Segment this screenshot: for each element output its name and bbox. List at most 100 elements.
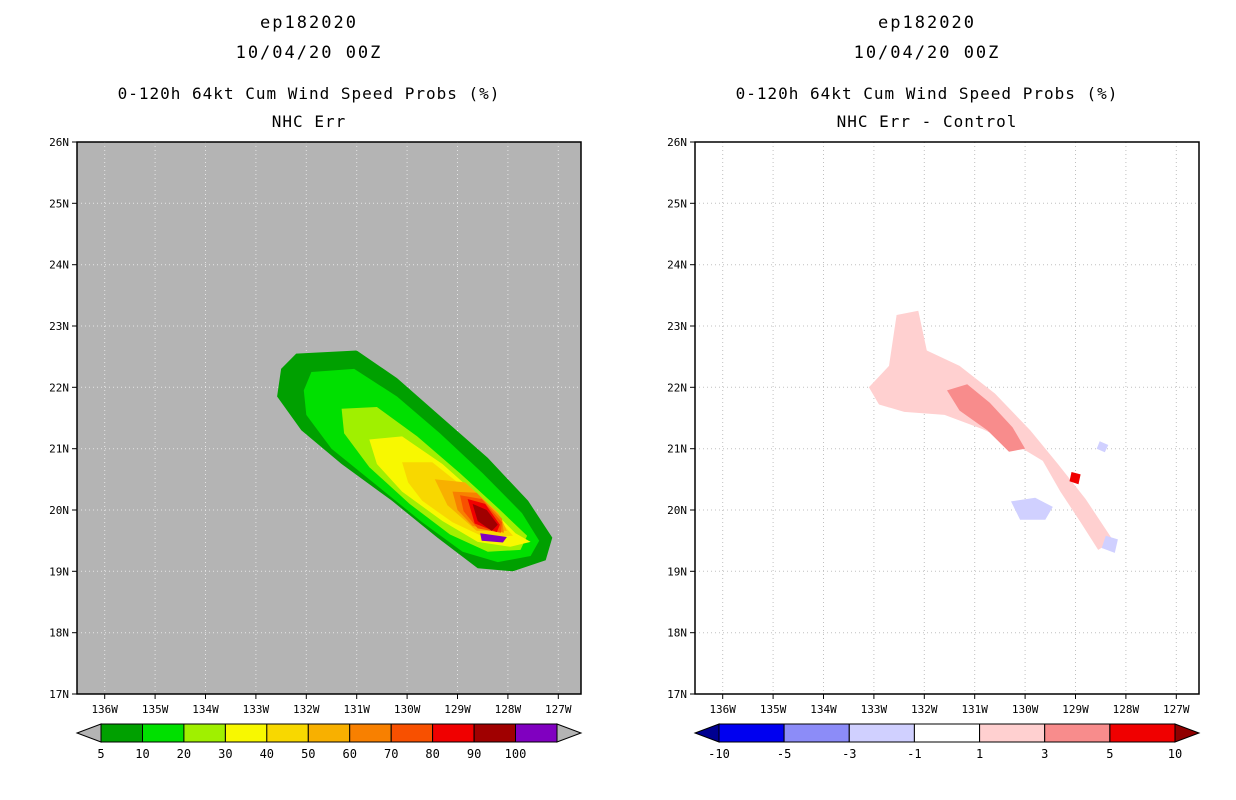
colorbar-box <box>100 723 143 743</box>
lat-tick-label: 19N <box>49 565 69 578</box>
lat-tick-label: 21N <box>667 443 687 456</box>
lat-tick-label: 21N <box>49 443 69 456</box>
map-background <box>695 142 1199 694</box>
lon-tick-label: 136W <box>91 703 118 716</box>
colorbar-label: 70 <box>384 747 398 761</box>
colorbar-label: -5 <box>777 747 791 761</box>
lat-tick-label: 25N <box>49 197 69 210</box>
lat-tick-label: 20N <box>667 504 687 517</box>
contour-level-5 <box>1069 472 1081 485</box>
lon-tick-label: 129W <box>1062 703 1089 716</box>
colorbar-label: 60 <box>342 747 356 761</box>
chart-subtitle: 0-120h 64kt Cum Wind Speed Probs (%) <box>117 84 501 103</box>
storm-id-title: ep182020 <box>260 13 358 33</box>
lon-tick-label: 127W <box>545 703 572 716</box>
lon-tick-label: 133W <box>243 703 270 716</box>
lat-tick-label: 26N <box>49 136 69 149</box>
colorbar-box <box>266 723 309 743</box>
lat-tick-label: 22N <box>49 381 69 394</box>
lat-tick-label: 23N <box>667 320 687 333</box>
colorbar-label: 80 <box>425 747 439 761</box>
colorbar-label: 10 <box>1168 747 1182 761</box>
colorbar-box <box>848 723 915 743</box>
map-border <box>694 141 1200 695</box>
colorbar-label: 90 <box>467 747 481 761</box>
panel-label: NHC Err <box>271 112 347 131</box>
lat-tick-label: 17N <box>49 688 69 701</box>
lon-tick-label: 132W <box>911 703 938 716</box>
colorbar-box <box>432 723 475 743</box>
panel-label: NHC Err - Control <box>836 112 1018 131</box>
colorbar-box <box>979 723 1046 743</box>
contour-level--1 <box>1101 535 1118 553</box>
lat-tick-label: 26N <box>667 136 687 149</box>
lon-tick-label: 129W <box>444 703 471 716</box>
datetime-title: 10/04/20 00Z <box>853 43 1001 63</box>
lon-tick-label: 133W <box>861 703 888 716</box>
colorbar-box <box>224 723 268 743</box>
lon-tick-label: 128W <box>1113 703 1140 716</box>
colorbar-box <box>183 723 226 743</box>
wind-prob-diff-map: 136W 135W 134W 133W 132W 131W 130W 129W 128W 127W… <box>667 136 1200 716</box>
lon-tick-label: 127W <box>1163 703 1190 716</box>
contour-level--1 <box>1011 497 1053 520</box>
panel-right: ep182020 10/04/20 00Z 0-120h 64kt Cum Wi… <box>618 0 1236 800</box>
colorbar-label: 5 <box>1106 747 1113 761</box>
colorbar-box <box>913 723 980 743</box>
wind-prob-colorbar: 5 10 20 30 40 50 60 70 80 90 100 <box>75 723 583 761</box>
colorbar-label: -10 <box>708 747 730 761</box>
colorbar-box <box>349 723 392 743</box>
lat-tick-label: 22N <box>667 381 687 394</box>
colorbar-label: 40 <box>260 747 274 761</box>
lat-tick-label: 18N <box>667 627 687 640</box>
colorbar-label: 3 <box>1041 747 1048 761</box>
colorbar-arrow-right <box>556 723 583 743</box>
colorbar-label: -3 <box>842 747 856 761</box>
lon-tick-label: 131W <box>343 703 370 716</box>
colorbar-arrow-left <box>75 723 102 743</box>
title-spacer <box>0 68 618 80</box>
panel-left: ep182020 10/04/20 00Z 0-120h 64kt Cum Wi… <box>0 13 618 761</box>
map-border <box>76 141 582 695</box>
lon-tick-label: 134W <box>192 703 219 716</box>
wind-prob-diff-colorbar: -10 -5 -3 -1 1 3 5 10 <box>693 723 1201 761</box>
lat-tick-label: 17N <box>667 688 687 701</box>
colorbar-box <box>783 723 850 743</box>
colorbar-label: 50 <box>301 747 315 761</box>
title-spacer <box>618 68 1236 80</box>
lon-tick-label: 130W <box>394 703 421 716</box>
colorbar-box <box>473 723 517 743</box>
lon-tick-label: 135W <box>760 703 787 716</box>
colorbar-label: 20 <box>177 747 191 761</box>
colorbar-label: 30 <box>218 747 232 761</box>
lat-tick-label: 24N <box>667 259 687 272</box>
colorbar-box <box>307 723 351 743</box>
contour-level--1 <box>1096 441 1109 453</box>
lon-tick-label: 134W <box>810 703 837 716</box>
colorbar-label: -1 <box>907 747 921 761</box>
wind-prob-map: 136W 135W 134W 133W 132W 131W 130W 129W 128W 127W… <box>49 136 582 716</box>
colorbar-label: 10 <box>135 747 149 761</box>
colorbar-arrow-left <box>693 723 720 743</box>
chart-subtitle: 0-120h 64kt Cum Wind Speed Probs (%) <box>735 84 1119 103</box>
colorbar-label: 5 <box>97 747 104 761</box>
lat-tick-label: 19N <box>667 565 687 578</box>
colorbar-box <box>390 723 434 743</box>
lon-tick-label: 130W <box>1012 703 1039 716</box>
lat-tick-label: 24N <box>49 259 69 272</box>
lat-tick-label: 23N <box>49 320 69 333</box>
lon-tick-label: 128W <box>495 703 522 716</box>
datetime-title: 10/04/20 00Z <box>235 43 383 63</box>
lon-tick-label: 131W <box>961 703 988 716</box>
colorbar-label: 1 <box>976 747 983 761</box>
lat-tick-label: 25N <box>667 197 687 210</box>
contour-level-100 <box>480 533 507 543</box>
colorbar-box <box>142 723 185 743</box>
colorbar-box <box>1044 723 1111 743</box>
colorbar-box <box>1109 723 1176 743</box>
colorbar-box <box>515 723 558 743</box>
colorbar-arrow-right <box>1174 723 1201 743</box>
lat-tick-label: 18N <box>49 627 69 640</box>
lat-tick-label: 20N <box>49 504 69 517</box>
